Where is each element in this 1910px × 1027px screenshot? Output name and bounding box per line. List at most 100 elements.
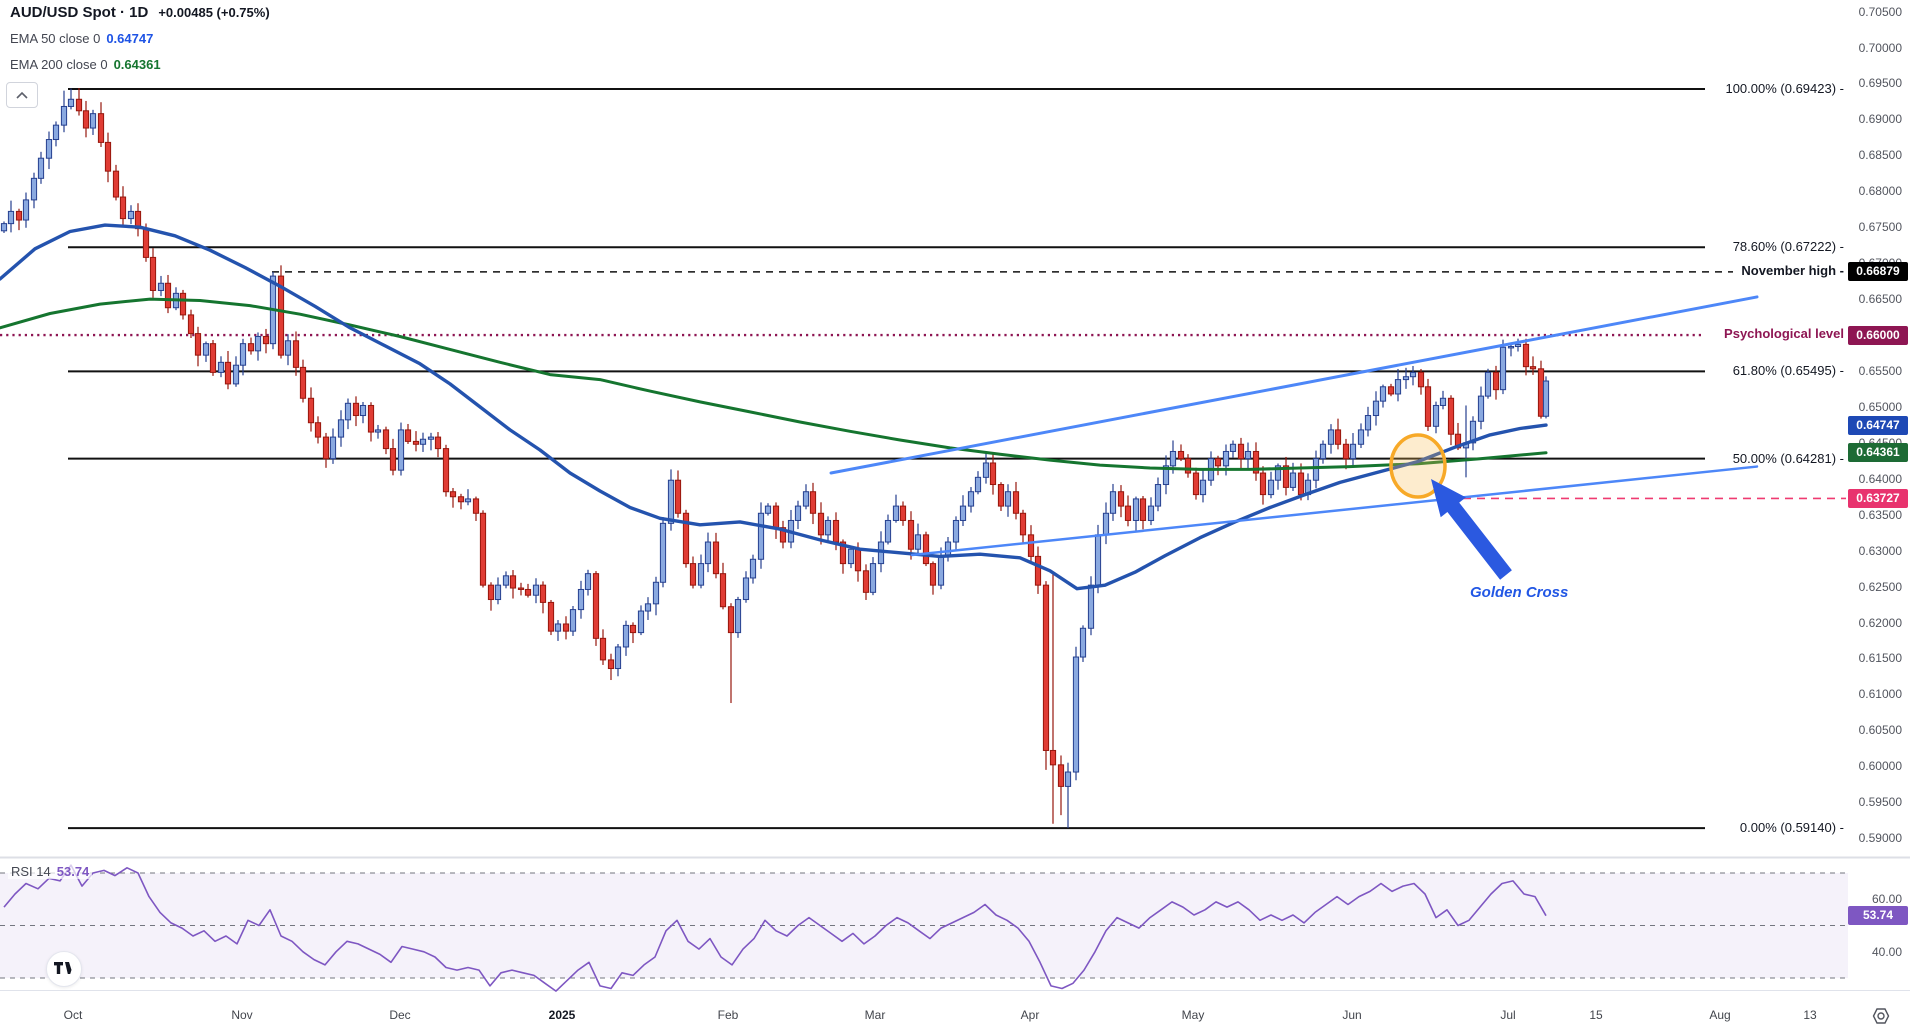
price-tick-label: 0.70500 — [1858, 4, 1902, 19]
candle-body — [1094, 534, 1102, 586]
candle-body — [1147, 505, 1155, 521]
candle-body — [1484, 371, 1492, 397]
fib-level-label[interactable]: 78.60% (0.67222) - — [1732, 239, 1844, 255]
candle-body — [142, 228, 150, 258]
time-tick-label[interactable]: 2025 — [548, 1008, 576, 1022]
time-tick-label[interactable]: Aug — [1709, 1008, 1731, 1022]
candle-body — [554, 623, 562, 632]
november-high-label[interactable]: November high - — [1741, 262, 1844, 278]
candle-body — [1087, 584, 1095, 629]
candle-body — [869, 563, 877, 593]
candle-body — [1529, 366, 1537, 370]
candle-body — [60, 105, 68, 126]
time-tick-label[interactable]: Mar — [864, 1008, 886, 1022]
fib-level-label[interactable]: 50.00% (0.64281) - — [1732, 450, 1844, 466]
candle-body — [509, 575, 517, 589]
candle-body — [382, 429, 390, 450]
candle-body — [959, 505, 967, 521]
candle-body — [359, 404, 367, 417]
fib-level-label[interactable]: 100.00% (0.69423) - — [1725, 81, 1844, 96]
candle-body — [1049, 749, 1057, 766]
candle-body — [547, 601, 555, 632]
fib-level-label[interactable]: 0.00% (0.59140) - — [1739, 820, 1844, 836]
candle-body — [839, 541, 847, 565]
candle-body — [419, 438, 427, 445]
time-tick-label[interactable]: Apr — [1020, 1008, 1040, 1022]
time-tick-label[interactable]: Jul — [1500, 1008, 1516, 1022]
symbol-title[interactable]: AUD/USD Spot · 1D — [10, 4, 149, 21]
time-tick-label[interactable]: Feb — [717, 1008, 739, 1022]
candle-body — [1364, 415, 1372, 431]
candle-body — [599, 637, 607, 661]
candle-body — [1349, 443, 1357, 460]
price-tick-label: 0.67500 — [1858, 220, 1902, 235]
candle-body — [75, 98, 83, 112]
candle-body — [682, 512, 690, 565]
time-tick-label[interactable]: Dec — [389, 1008, 411, 1022]
candle-body — [929, 563, 937, 586]
ema50-line — [0, 223, 1548, 591]
candle-body — [224, 361, 232, 385]
price-tick-label: 0.64000 — [1858, 471, 1902, 486]
candle-body — [584, 573, 592, 590]
candle-body — [1297, 472, 1305, 496]
candle-body — [614, 646, 622, 670]
time-tick-label[interactable]: Jun — [1342, 1008, 1362, 1022]
time-tick-label[interactable]: 15 — [1589, 1008, 1603, 1022]
lower-rising-trendline — [910, 465, 1759, 557]
candle-body — [862, 570, 870, 593]
candle-body — [524, 588, 532, 596]
candle-body — [1252, 450, 1260, 474]
chart-header: AUD/USD Spot · 1D +0.00485 (+0.75%) — [10, 4, 270, 21]
psychological-level-label[interactable]: Psychological level — [1724, 326, 1844, 342]
tradingview-logo-icon[interactable] — [46, 951, 82, 987]
candle-body — [652, 581, 660, 605]
candle-body — [1282, 465, 1290, 488]
candle-body — [104, 141, 112, 172]
time-tick-label[interactable]: Oct — [63, 1008, 83, 1022]
candle-body — [854, 548, 862, 572]
candle-body — [697, 563, 705, 586]
candle-body — [802, 491, 810, 507]
price-tick-label: 0.62500 — [1858, 579, 1902, 594]
price-tick-label: 0.63500 — [1858, 507, 1902, 522]
price-tick-label: 0.68500 — [1858, 148, 1902, 163]
candle-body — [22, 199, 30, 221]
candle-body — [1492, 371, 1500, 391]
candle-body — [442, 448, 450, 493]
candle-body — [1079, 627, 1087, 658]
candle-body — [772, 505, 780, 529]
rsi-legend[interactable]: RSI 14 53.74 — [8, 864, 93, 879]
price-badge: 0.66879 — [1848, 262, 1908, 282]
candle-body — [1027, 534, 1035, 557]
time-tick-label[interactable]: 13 — [1803, 1008, 1817, 1022]
golden-cross-label[interactable]: Golden Cross — [1470, 584, 1569, 601]
candle-body — [779, 527, 787, 543]
price-change: +0.00485 (+0.75%) — [158, 5, 270, 20]
candle-body — [592, 573, 600, 639]
ema200-legend[interactable]: EMA 200 close 0 0.64361 — [10, 57, 161, 72]
candle-body — [1477, 395, 1485, 422]
candle-body — [179, 292, 187, 316]
candle-body — [1499, 346, 1507, 391]
golden-cross-arrow — [1431, 479, 1512, 580]
settings-gear-icon[interactable] — [1872, 1007, 1890, 1025]
time-tick-label[interactable]: Nov — [231, 1008, 253, 1022]
candle-body — [479, 512, 487, 586]
candle-body — [494, 584, 502, 601]
candle-body — [322, 436, 330, 460]
candle-body — [1162, 465, 1170, 486]
candle-body — [1259, 472, 1267, 496]
candle-body — [434, 436, 442, 450]
candle-body — [30, 177, 38, 201]
fib-level-label[interactable]: 61.80% (0.65495) - — [1732, 363, 1844, 379]
candle-body — [952, 519, 960, 543]
collapse-pane-button[interactable] — [6, 82, 38, 108]
candle-body — [719, 573, 727, 608]
time-tick-label[interactable]: May — [1181, 1008, 1205, 1022]
candle-body — [1004, 491, 1012, 507]
rsi-line — [3, 864, 1547, 992]
price-tick-label: 0.63000 — [1858, 543, 1902, 558]
ema50-legend[interactable]: EMA 50 close 0 0.64747 — [10, 31, 153, 46]
